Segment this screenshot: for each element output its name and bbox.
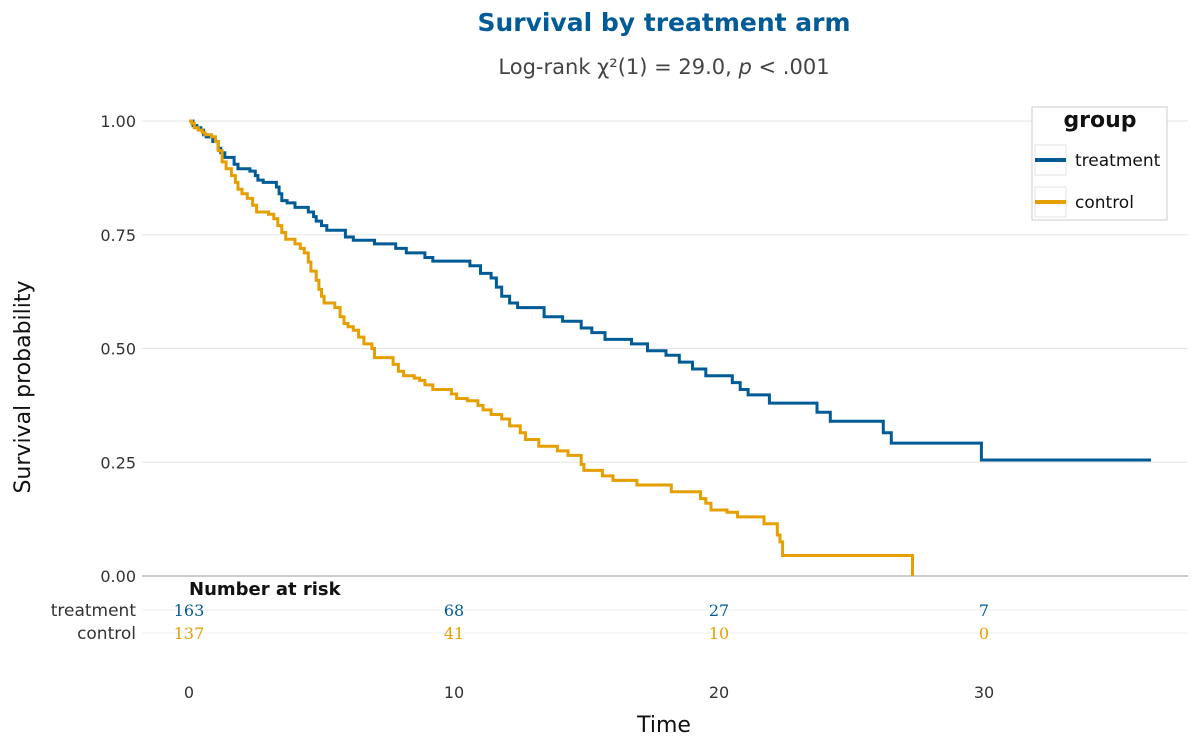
y-gridlines [142,120,1188,634]
subtitle-p: p [738,55,752,79]
legend-title: group [1063,108,1136,133]
risk-row-label-treatment: treatment [51,601,137,621]
x-tick-labels: 0 10 20 30 [184,683,994,702]
risk-table: treatment 163 68 27 7 control 137 41 10 0 [51,601,989,644]
risk-count-treatment: 163 [174,601,205,620]
legend: group treatment control [1031,106,1168,221]
risk-count-control: 0 [979,624,989,643]
x-tick-label: 30 [974,683,994,702]
chart-title: Survival by treatment arm [477,8,850,37]
x-tick-label: 20 [709,683,729,702]
x-tick-label: 10 [444,683,464,702]
risk-count-treatment: 7 [979,601,989,620]
risk-table-title: Number at risk [189,579,342,600]
y-tick-label: 0.50 [100,340,136,359]
y-tick-label: 0.00 [100,567,136,586]
x-tick-label: 0 [184,683,194,702]
risk-count-control: 41 [444,624,464,643]
risk-count-treatment: 27 [709,601,729,620]
risk-row-label-control: control [77,624,136,644]
chart-subtitle: Log-rank χ²(1) = 29.0, p < .001 [498,55,829,79]
y-tick-labels: 0.00 0.25 0.50 0.75 1.00 [100,112,136,586]
series-control-line [189,119,914,576]
y-axis-title: Survival probability [11,280,36,493]
series-treatment-line [189,119,1151,462]
subtitle-prefix: Log-rank χ²(1) = 29.0, [498,55,738,79]
y-tick-label: 0.25 [100,453,136,472]
legend-label-control: control [1075,193,1134,213]
risk-count-control: 137 [174,624,205,643]
survival-curves [189,119,1151,576]
legend-items: treatment control [1034,144,1161,218]
legend-label-treatment: treatment [1075,151,1161,171]
risk-count-treatment: 68 [444,601,464,620]
risk-count-control: 10 [709,624,729,643]
subtitle-suffix: < .001 [752,55,830,79]
y-tick-label: 0.75 [100,226,136,245]
x-axis-title: Time [636,713,691,738]
y-tick-label: 1.00 [100,112,136,131]
